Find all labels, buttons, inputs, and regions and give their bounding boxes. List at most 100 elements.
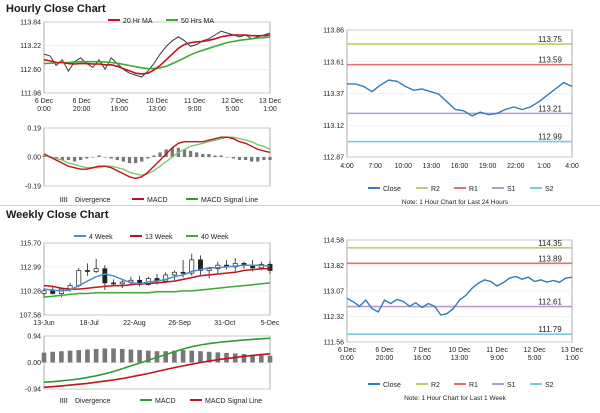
hourly-divergence-bar <box>207 153 211 157</box>
hourly-divergence-bar <box>115 157 119 161</box>
weekly-pivot-legend-s2-label: S2 <box>545 382 554 389</box>
weekly-pivot-xtick-label: 7 Dec 16:00 <box>413 347 432 362</box>
hourly-legend-50hr-label: 50 Hrs MA <box>181 18 214 25</box>
weekly-divergence-bar <box>119 348 125 363</box>
hourly-legend-divergence-swatch <box>60 197 62 202</box>
weekly-candle-body <box>198 259 203 271</box>
hourly-divergence-bar <box>121 157 126 162</box>
weekly-pivot-xtick-label: 11 Dec 9:00 <box>486 347 508 362</box>
weekly-legend-divergence-label: Divergence <box>75 398 111 405</box>
hourly-divergence-bar <box>42 155 46 157</box>
hourly-divergence-bar <box>170 147 174 157</box>
weekly-macd-ytick-label: 0.00 <box>27 360 41 367</box>
weekly-divergence-bar <box>250 354 255 363</box>
hourly-divergence-bar <box>182 149 187 157</box>
hourly-divergence-bar <box>243 157 248 161</box>
hourly-legend-divergence-swatch <box>66 197 68 202</box>
hourly-divergence-bar <box>237 157 242 161</box>
weekly-candle-body <box>119 281 125 285</box>
weekly-legend-divergence-swatch <box>64 398 66 403</box>
hourly-divergence-bar <box>79 157 83 161</box>
weekly-pivot-r2-label: 114.35 <box>538 239 562 248</box>
hourly-legend-20hr-label: 20 Hr MA <box>123 18 153 25</box>
hourly-legend-divergence-swatch <box>62 197 64 202</box>
weekly-pivot-legend-s1-label: S1 <box>507 382 516 389</box>
hourly-divergence-bar <box>250 157 254 162</box>
weekly-signal-line <box>43 353 271 389</box>
weekly-pivot-s1-label: 112.61 <box>538 298 562 307</box>
hourly-price-ytick-label: 111.98 <box>21 91 41 98</box>
weekly-candle-body <box>111 282 116 285</box>
weekly-divergence-bar <box>189 350 195 363</box>
weekly-pivot-xtick-label: 6 Dec 20:00 <box>375 347 394 362</box>
hourly-price-ytick-label: 113.22 <box>20 43 41 50</box>
weekly-pivot-r1-label: 113.89 <box>538 254 562 263</box>
hourly-pivot-ytick-label: 113.12 <box>323 123 344 130</box>
weekly-pivot-close-line <box>346 275 573 316</box>
hourly-pivot-s1-label: 113.21 <box>538 104 562 113</box>
weekly-pivot-xtick-label: 10 Dec 13:00 <box>448 347 471 362</box>
hourly-close-line <box>43 30 271 78</box>
weekly-legend-divergence-swatch <box>62 398 64 403</box>
hourly-pivot-xtick-label: 10:00 <box>394 163 412 170</box>
weekly-candle-body <box>189 259 195 274</box>
hourly-divergence-bar <box>231 157 235 159</box>
weekly-divergence-bar <box>241 354 247 363</box>
weekly-divergence-bar <box>215 352 221 363</box>
hourly-pivot-xtick-label: 4:00 <box>565 163 579 170</box>
hourly-divergence-bar <box>213 155 217 157</box>
hourly-signal-line <box>43 136 271 177</box>
weekly-macd-ytick-label: 0.94 <box>27 334 41 341</box>
hourly-macd-line <box>43 136 271 180</box>
weekly-divergence-bar <box>93 348 99 363</box>
hourly-price-frame <box>43 21 271 94</box>
hourly-price-xtick-label: 6 Dec 0:00 <box>35 98 54 113</box>
weekly-legend-13wk-label: 13 Week <box>145 234 173 241</box>
weekly-pivot-ytick-label: 111.56 <box>324 340 344 347</box>
hourly-divergence-bar <box>262 157 266 161</box>
hourly-divergence-bar <box>219 155 223 157</box>
weekly-candle-body <box>137 279 143 286</box>
weekly-macd-ytick-label: -0.94 <box>25 387 41 394</box>
weekly-candle-body <box>206 268 212 271</box>
weekly-candle-body <box>267 263 273 271</box>
weekly-price-xtick-label: 18-Jul <box>80 320 100 327</box>
hourly-pivot-ytick-label: 113.61 <box>323 59 344 66</box>
hourly-divergence-bar <box>256 157 260 162</box>
hourly-divergence-bar <box>127 157 132 164</box>
hourly-pivot-s2-label: 112.99 <box>538 133 562 142</box>
weekly-legend-40wk-label: 40 Week <box>201 234 229 241</box>
hourly-price-xtick-label: 12 Dec 5:00 <box>221 98 244 113</box>
weekly-legend-divergence-swatch <box>60 398 62 403</box>
hourly-price-xtick-label: 10 Dec 13:00 <box>146 98 169 113</box>
hourly-pivot-xtick-label: 19:00 <box>479 163 497 170</box>
hourly-price-xtick-label: 11 Dec 9:00 <box>184 98 206 113</box>
weekly-divergence-bar <box>259 355 264 363</box>
weekly-candle-body <box>102 268 108 284</box>
hourly-macd-ytick-label: 0.00 <box>27 155 41 162</box>
hourly-pivot-legend-close-label: Close <box>383 186 401 193</box>
hourly-divergence-bar <box>72 157 77 162</box>
hourly-legend-macd-label: MACD <box>147 197 168 204</box>
weekly-divergence-bar <box>41 352 47 363</box>
hourly-divergence-bar <box>146 157 150 159</box>
hourly-divergence-bar <box>195 152 199 157</box>
weekly-divergence-bar <box>128 349 134 363</box>
weekly-divergence-bar <box>198 351 203 363</box>
weekly-legend-4wk-label: 4 Week <box>89 234 113 241</box>
weekly-divergence-bar <box>163 351 168 363</box>
weekly-pivot-s2-label: 111.79 <box>538 325 562 334</box>
hourly-20hr-ma-line <box>43 34 271 75</box>
weekly-40wk-ma-line <box>43 282 271 298</box>
weekly-divergence-bar <box>111 348 116 363</box>
weekly-pivot-ytick-label: 112.32 <box>323 314 344 321</box>
hourly-price-xtick-label: 13 Dec 1:00 <box>259 98 282 113</box>
weekly-price-xtick-label: 26-Sep <box>168 320 191 327</box>
weekly-candle-body <box>41 290 47 294</box>
weekly-pivot-xtick-label: 6 Dec 0:00 <box>338 347 357 362</box>
weekly-candle-body <box>93 268 99 272</box>
section-divider <box>0 205 600 206</box>
weekly-legend-signal-label: MACD Signal Line <box>205 398 262 405</box>
weekly-pivot-legend-r1-label: R1 <box>469 382 478 389</box>
weekly-divergence-bar <box>137 350 142 363</box>
